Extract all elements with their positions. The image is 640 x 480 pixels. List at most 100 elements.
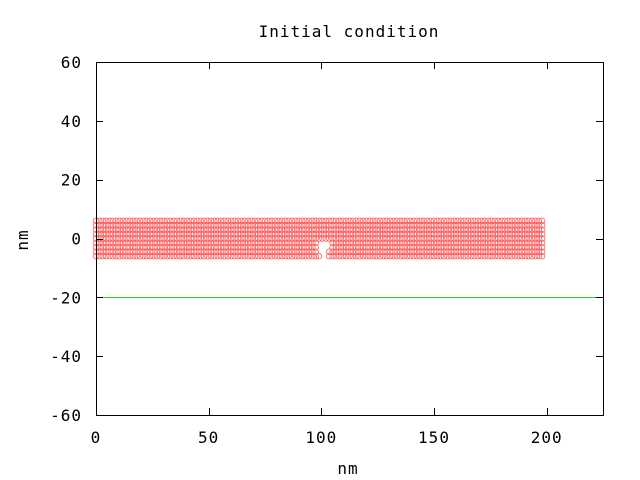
data-point (271, 244, 279, 251)
data-point (444, 217, 451, 225)
data-point (424, 230, 431, 238)
data-point (400, 230, 407, 238)
data-point (278, 248, 286, 255)
data-point (211, 248, 218, 255)
data-point (123, 244, 130, 251)
data-point (332, 252, 340, 260)
data-point (386, 230, 394, 238)
data-point (491, 230, 499, 238)
data-point (197, 217, 204, 225)
data-point (238, 217, 245, 225)
data-point (369, 217, 377, 225)
data-point (346, 222, 353, 229)
data-point (525, 239, 532, 247)
data-point (447, 226, 455, 233)
data-point (440, 222, 448, 229)
data-point (353, 239, 360, 247)
data-point (129, 226, 137, 233)
data-point (305, 239, 313, 247)
data-point (444, 239, 451, 247)
data-point (461, 217, 468, 225)
data-point (397, 244, 404, 251)
data-point (180, 239, 188, 247)
data-point (356, 239, 363, 247)
data-point (160, 235, 167, 242)
data-point (420, 226, 428, 233)
data-point (528, 244, 536, 251)
data-point (261, 252, 269, 260)
data-point (457, 230, 465, 238)
data-point (244, 239, 252, 247)
data-point (373, 244, 380, 251)
data-point (234, 230, 242, 238)
data-point (508, 235, 515, 242)
data-point (393, 235, 401, 242)
data-point (129, 252, 137, 260)
data-point (157, 248, 164, 255)
data-point (447, 244, 455, 251)
data-point (538, 226, 546, 233)
data-point (376, 226, 384, 233)
data-point (150, 248, 157, 255)
data-point (217, 235, 225, 242)
data-point (221, 252, 228, 260)
data-point (255, 226, 262, 233)
data-point (241, 230, 248, 238)
data-point (532, 222, 539, 229)
data-point (106, 248, 113, 255)
data-point (410, 230, 417, 238)
data-point (278, 252, 286, 260)
data-point (356, 226, 363, 233)
data-point (302, 226, 309, 233)
data-point (518, 248, 526, 255)
data-point (305, 244, 313, 251)
data-point (515, 217, 522, 225)
data-point (403, 230, 411, 238)
data-point (133, 252, 140, 260)
data-point (170, 235, 177, 242)
data-point (255, 222, 262, 229)
data-point (204, 222, 211, 229)
data-point (248, 235, 255, 242)
data-point (140, 222, 147, 229)
data-point (474, 252, 482, 260)
data-point (190, 217, 198, 225)
data-point (495, 230, 502, 238)
y-tick-label: 40 (61, 112, 82, 131)
data-point (369, 239, 377, 247)
data-point (332, 239, 340, 247)
data-point (207, 230, 215, 238)
data-point (157, 230, 164, 238)
data-point (339, 230, 346, 238)
data-point (464, 252, 471, 260)
data-point (342, 226, 350, 233)
data-point (211, 230, 218, 238)
data-point (373, 235, 380, 242)
data-point (248, 239, 255, 247)
data-point (177, 226, 184, 233)
data-point (197, 244, 204, 251)
data-point (393, 217, 401, 225)
x-axis-label: nm (337, 459, 358, 478)
data-point (505, 230, 512, 238)
data-point (231, 248, 238, 255)
data-point (535, 252, 542, 260)
data-point (309, 217, 316, 225)
data-point (356, 222, 363, 229)
y-tick-label: 20 (61, 171, 82, 190)
data-point (454, 244, 461, 251)
data-point (471, 235, 478, 242)
data-point (197, 252, 204, 260)
data-point (258, 230, 265, 238)
data-point (484, 226, 492, 233)
data-point (261, 226, 269, 233)
data-point (302, 235, 309, 242)
data-point (190, 235, 198, 242)
data-point (207, 226, 215, 233)
y-tick-label: 60 (61, 53, 82, 72)
data-point (535, 248, 542, 255)
data-point (211, 217, 218, 225)
data-point (102, 239, 110, 247)
data-point (278, 222, 286, 229)
data-point (292, 235, 299, 242)
